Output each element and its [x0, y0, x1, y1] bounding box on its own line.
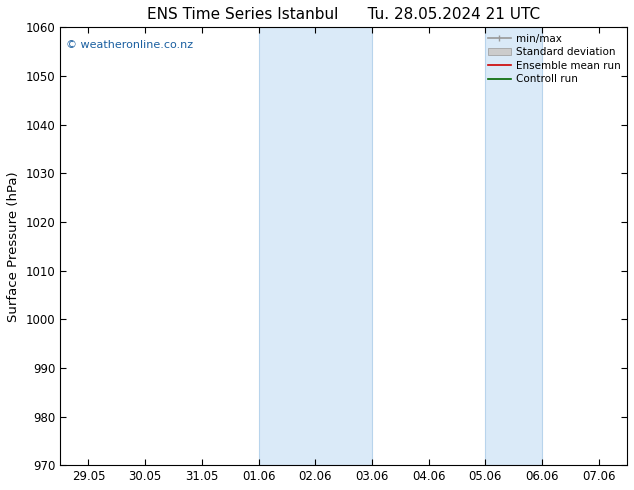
Bar [259, 27, 372, 465]
Y-axis label: Surface Pressure (hPa): Surface Pressure (hPa) [7, 171, 20, 321]
Legend: min/max, Standard deviation, Ensemble mean run, Controll run: min/max, Standard deviation, Ensemble me… [484, 29, 625, 89]
Title: ENS Time Series Istanbul      Tu. 28.05.2024 21 UTC: ENS Time Series Istanbul Tu. 28.05.2024 … [147, 7, 540, 22]
Text: © weatheronline.co.nz: © weatheronline.co.nz [66, 40, 193, 50]
Bar [485, 27, 542, 465]
